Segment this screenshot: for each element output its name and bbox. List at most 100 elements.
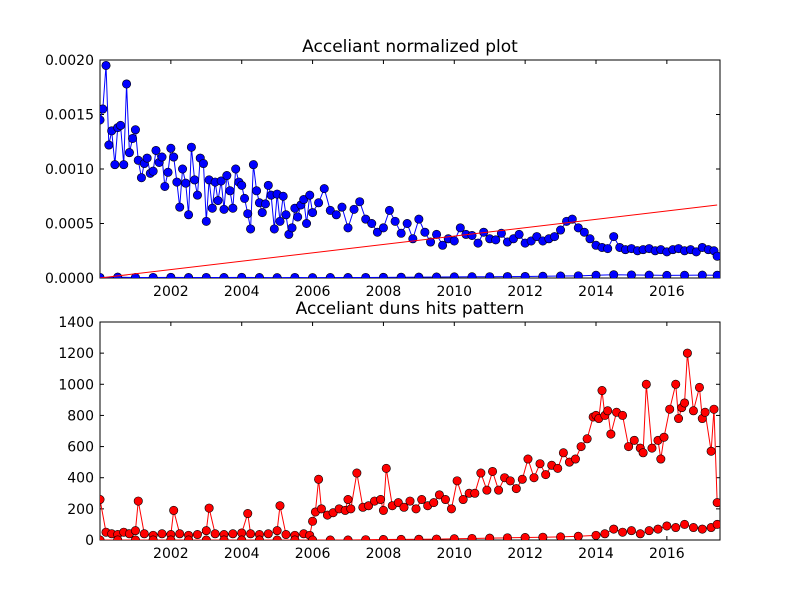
duns-series-1-point [254, 535, 264, 540]
duns-series-0-point [709, 404, 719, 414]
duns-series-0-point [378, 505, 388, 515]
normalized-series-0-point [100, 104, 108, 114]
duns-series-0-point [458, 495, 468, 505]
duns-series-1-point [635, 529, 645, 539]
duns-series-0-point [618, 410, 628, 420]
normalized-series-0-point [172, 177, 182, 187]
normalized-series-0-point [130, 125, 140, 135]
normalized-series-0-point [219, 204, 229, 214]
normalized-series-0-point [532, 232, 542, 242]
normalized-series-0-point [110, 160, 120, 170]
normalized-series-0-point [491, 235, 501, 245]
duns-series-1-point [644, 526, 654, 536]
normalized-series-1-point [290, 272, 300, 278]
duns-series-1-point [184, 535, 194, 540]
normalized-series-1-point [272, 273, 282, 278]
duns-series-1-point [573, 531, 583, 540]
normalized-series-0-point [243, 209, 253, 219]
duns-series-0-point [647, 443, 657, 453]
normalized-series-1-point [378, 272, 388, 278]
duns-series-0-point [659, 432, 669, 442]
normalized-series-0-point [467, 230, 477, 240]
normalized-series-1-point [538, 271, 548, 278]
duns-series-0-point [570, 454, 580, 464]
duns-series-0-point [706, 446, 716, 456]
normalized-series-0-point [246, 224, 256, 234]
normalized-series-1-point [626, 270, 636, 278]
normalized-series-1-point [166, 272, 176, 278]
normalized-series-1-point [254, 273, 264, 278]
duns-series-0-point [603, 406, 613, 416]
normalized-series-1-point [361, 272, 371, 278]
duns-series-1-point [414, 534, 424, 540]
duns-series-0-point [576, 442, 586, 452]
normalized-series-0-point [349, 204, 359, 214]
duns-series-1-point [378, 535, 388, 540]
normalized-series-0-point [104, 140, 114, 150]
duns-series-0-point [488, 466, 498, 476]
normalized-series-0-point [260, 199, 270, 209]
normalized-series-0-point [216, 176, 226, 186]
normalized-series-1-point [697, 270, 707, 278]
duns-y-tick-label: 400 [67, 471, 94, 487]
duns-y-tick-label: 200 [67, 502, 94, 518]
normalized-series-0-point [101, 60, 111, 70]
normalized-series-0-point [190, 175, 200, 185]
normalized-series-0-point [157, 152, 167, 162]
normalized-series-0-point [192, 190, 202, 200]
duns-series-0-point [281, 530, 291, 540]
duns-hits-frame [99, 321, 721, 541]
duns-series-1-point [591, 530, 601, 540]
normalized-series-0-point [222, 171, 232, 181]
normalized-series-0-point [331, 210, 341, 220]
duns-x-tick-label: 2012 [507, 546, 543, 562]
normalized-series-1-point [680, 270, 690, 278]
duns-series-1-point [712, 519, 720, 529]
normalized-series-0-point [228, 203, 238, 213]
normalized-series-0-point [514, 229, 524, 239]
duns-series-0-point [399, 502, 409, 512]
duns-x-tick-label: 2016 [649, 546, 685, 562]
duns-series-0-point [243, 509, 253, 519]
normalized-series-1-point [485, 272, 495, 278]
duns-series-0-point [343, 495, 353, 505]
duns-series-0-point [246, 529, 256, 539]
duns-series-0-point [505, 476, 515, 486]
duns-series-1-point [671, 523, 681, 533]
duns-series-1-point [680, 519, 690, 529]
normalized-series-0-point [163, 167, 173, 177]
normalized-series-0-point [225, 186, 235, 196]
duns-hits-y-axis: 0 200 400 600 800 1000 1200 1400 [58, 315, 720, 549]
duns-series-0-point [157, 529, 167, 539]
normalized-series-0-point [213, 196, 223, 206]
duns-x-tick-label: 2004 [224, 546, 260, 562]
normalized-series-0-point [184, 210, 194, 220]
normalized-series-0-point [186, 142, 196, 152]
duns-series-1-point [697, 524, 707, 534]
duns-series-0-point [139, 529, 149, 539]
normalized-series-1-point [396, 272, 406, 278]
duns-series-0-point [429, 498, 439, 508]
normalized-series-1-point [184, 273, 194, 278]
duns-series-0-point [440, 495, 450, 505]
duns-series-1-point [618, 527, 628, 537]
normalized-series-0-point [585, 234, 595, 244]
duns-series-0-point [517, 474, 527, 484]
normalized-series-0-point [116, 120, 126, 130]
normalized-x-tick-label: 2004 [224, 284, 260, 300]
duns-hits-title: Acceliant duns hits pattern [296, 299, 525, 319]
normalized-x-tick-label: 2010 [436, 284, 472, 300]
normalized-series-0-point [473, 238, 483, 248]
normalized-series-0-point [148, 166, 158, 176]
duns-series-0-point [638, 448, 648, 458]
duns-series-1-point [626, 526, 636, 536]
duns-series-1-point [219, 535, 229, 540]
duns-series-0-point [405, 496, 415, 506]
normalized-series-0-point [449, 236, 459, 246]
normalized-series-0-point [609, 232, 619, 242]
duns-series-0-point [553, 463, 563, 473]
normalized-series-0-point [100, 115, 105, 125]
normalized-series-0-point [367, 219, 377, 229]
normalized-series-0-point [201, 216, 211, 226]
duns-x-tick-label: 2006 [295, 546, 331, 562]
